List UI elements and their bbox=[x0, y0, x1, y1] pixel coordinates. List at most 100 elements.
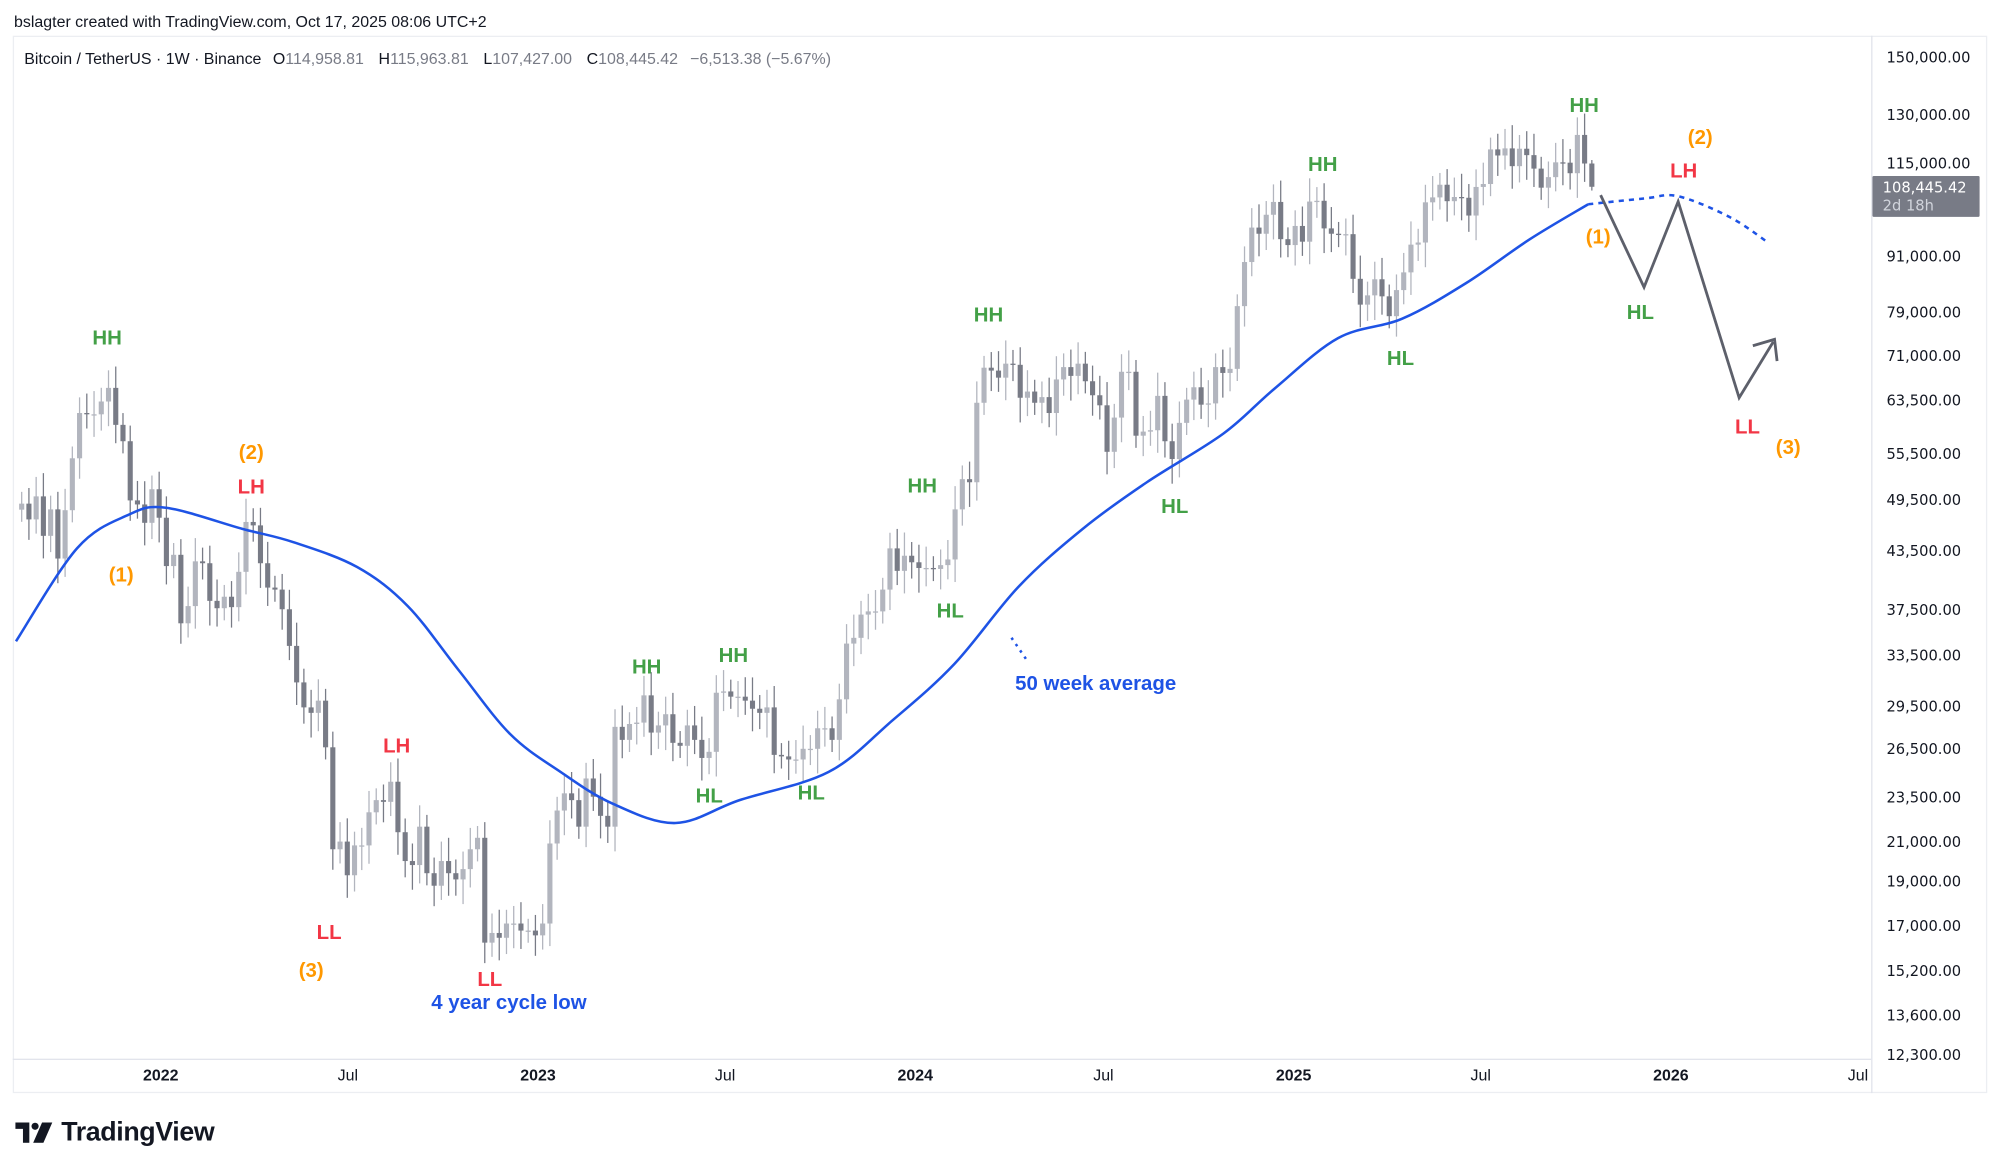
candle-body bbox=[1560, 162, 1566, 164]
tradingview-logo[interactable]: TradingView bbox=[15, 1117, 215, 1148]
candle bbox=[815, 710, 821, 774]
candle-body bbox=[880, 589, 886, 612]
price-axis[interactable] bbox=[1871, 35, 1988, 1094]
candle bbox=[69, 446, 75, 523]
candle-body bbox=[663, 714, 669, 726]
price-tick: 79,000.00 bbox=[1886, 304, 1962, 323]
candle-body bbox=[113, 387, 119, 425]
candle-body bbox=[1118, 371, 1125, 418]
candle bbox=[1140, 415, 1146, 457]
candle-body bbox=[1589, 163, 1595, 187]
candle bbox=[995, 351, 1002, 392]
candle-body bbox=[641, 695, 647, 723]
candle bbox=[721, 670, 727, 712]
candle bbox=[192, 538, 198, 629]
candle bbox=[1184, 387, 1190, 436]
candle-body bbox=[786, 756, 792, 760]
candle-body bbox=[1126, 371, 1132, 374]
candle bbox=[424, 814, 430, 886]
candle bbox=[1357, 255, 1363, 328]
annotation-hh: HH bbox=[1307, 154, 1338, 177]
candle-body bbox=[1451, 197, 1457, 202]
candle-body bbox=[467, 849, 473, 870]
candle-body bbox=[98, 401, 104, 415]
candle-body bbox=[1227, 368, 1233, 373]
candle-body bbox=[699, 739, 705, 758]
candle-body bbox=[1140, 431, 1146, 436]
candle-body bbox=[1270, 201, 1277, 215]
candle bbox=[1524, 131, 1530, 180]
candle-body bbox=[684, 725, 690, 746]
candle bbox=[373, 788, 379, 825]
candle bbox=[1495, 133, 1501, 176]
candle bbox=[1061, 353, 1067, 396]
candle-body bbox=[84, 413, 90, 415]
candle bbox=[1336, 221, 1342, 248]
price-tick: 115,000.00 bbox=[1886, 154, 1971, 173]
candle bbox=[1401, 252, 1407, 305]
candle-body bbox=[105, 387, 112, 402]
candle-body bbox=[171, 554, 177, 567]
price-tick: 71,000.00 bbox=[1886, 346, 1962, 365]
candle-body bbox=[721, 691, 727, 693]
price-tick: 150,000.00 bbox=[1886, 48, 1971, 67]
candle bbox=[1082, 351, 1088, 394]
candle bbox=[938, 549, 944, 590]
candle bbox=[19, 491, 25, 522]
candle-body bbox=[1422, 202, 1428, 243]
candle bbox=[554, 796, 560, 860]
candle-body bbox=[655, 725, 661, 733]
candle bbox=[1307, 178, 1313, 265]
candle bbox=[930, 556, 936, 582]
candle-body bbox=[1393, 290, 1400, 317]
price-tick: 17,000.00 bbox=[1886, 916, 1962, 935]
candle-body bbox=[250, 521, 256, 526]
price-tick: 15,200.00 bbox=[1886, 961, 1962, 980]
candle bbox=[1480, 162, 1486, 206]
candle bbox=[359, 827, 365, 871]
candle-body bbox=[807, 748, 813, 751]
candle bbox=[265, 541, 271, 606]
annotation-wave-1: (1) bbox=[108, 565, 134, 587]
candle-body bbox=[1299, 225, 1305, 242]
candle bbox=[1155, 372, 1161, 453]
candle-body bbox=[1256, 227, 1262, 234]
candle bbox=[901, 532, 907, 594]
chart-pane[interactable] bbox=[12, 35, 1988, 1094]
candle-body bbox=[163, 517, 169, 567]
annotation-hh: HH bbox=[973, 304, 1004, 327]
symbol-title[interactable]: Bitcoin / TetherUS · 1W · Binance bbox=[24, 49, 262, 68]
ohlc-legend: Bitcoin / TetherUS · 1W · Binance O114,9… bbox=[24, 50, 838, 68]
candle-body bbox=[844, 643, 850, 700]
credit-line: bslagter created with TradingView.com, O… bbox=[14, 12, 487, 31]
candle bbox=[1270, 184, 1277, 240]
candle bbox=[236, 552, 242, 622]
candle bbox=[713, 675, 719, 777]
candle bbox=[1538, 156, 1544, 200]
candle-body bbox=[1379, 279, 1385, 297]
candle bbox=[677, 731, 683, 758]
candle bbox=[605, 802, 611, 843]
candle-body bbox=[424, 826, 430, 874]
open-key: O bbox=[272, 49, 286, 68]
candle bbox=[959, 465, 965, 526]
candle-body bbox=[909, 555, 915, 563]
candle bbox=[974, 381, 980, 501]
candle-body bbox=[1336, 233, 1342, 236]
candle-body bbox=[518, 923, 524, 931]
close-key: C bbox=[586, 49, 599, 68]
candle-body bbox=[1068, 367, 1074, 376]
candle bbox=[786, 740, 792, 780]
candle-body bbox=[236, 571, 242, 608]
candle bbox=[793, 740, 799, 774]
annotation-hl: HL bbox=[1386, 348, 1415, 370]
candle bbox=[967, 461, 973, 507]
candle-body bbox=[1039, 397, 1045, 403]
candle-body bbox=[1531, 155, 1537, 169]
candle-body bbox=[330, 747, 336, 850]
candle bbox=[489, 913, 495, 957]
candle-body bbox=[142, 504, 148, 523]
annotation-hl: HL bbox=[1161, 496, 1189, 518]
candle-body bbox=[431, 873, 437, 886]
